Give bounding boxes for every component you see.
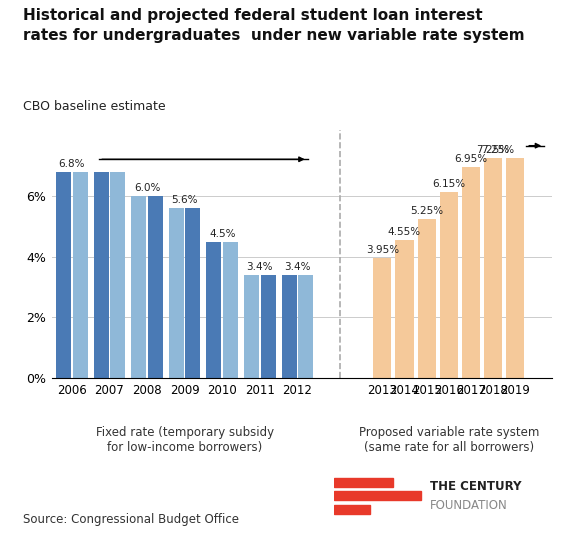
Text: 5.25%: 5.25% — [410, 206, 443, 216]
Bar — [110, 172, 125, 378]
Text: CBO baseline estimate: CBO baseline estimate — [23, 100, 166, 113]
Bar — [282, 275, 297, 378]
Bar — [334, 491, 421, 500]
Text: Fixed rate (temporary subsidy
for low-income borrowers): Fixed rate (temporary subsidy for low-in… — [95, 427, 274, 455]
Text: 3.95%: 3.95% — [366, 245, 399, 255]
Bar — [373, 258, 392, 378]
Text: THE CENTURY: THE CENTURY — [430, 480, 522, 492]
Bar — [244, 275, 259, 378]
Text: Source: Congressional Budget Office: Source: Congressional Budget Office — [23, 514, 239, 526]
Text: 4.55%: 4.55% — [388, 227, 421, 237]
Text: FOUNDATION: FOUNDATION — [430, 499, 508, 512]
Text: 7.25%: 7.25% — [481, 145, 514, 156]
Text: 3.4%: 3.4% — [247, 262, 273, 272]
Text: 6.95%: 6.95% — [454, 154, 488, 165]
Bar — [148, 196, 163, 378]
Bar — [484, 158, 502, 378]
Text: 6.8%: 6.8% — [59, 159, 85, 169]
Bar — [94, 172, 109, 378]
Bar — [206, 242, 221, 378]
Text: 6.0%: 6.0% — [134, 183, 160, 193]
Bar — [334, 478, 393, 487]
Bar — [298, 275, 313, 378]
Text: 5.6%: 5.6% — [171, 195, 198, 205]
Bar — [131, 196, 146, 378]
Text: 6.15%: 6.15% — [432, 179, 465, 188]
Bar — [169, 208, 184, 378]
Bar — [396, 240, 413, 378]
Bar — [223, 242, 238, 378]
Bar — [462, 167, 480, 378]
Bar — [185, 208, 201, 378]
Text: Proposed variable rate system
(same rate for all borrowers): Proposed variable rate system (same rate… — [359, 427, 539, 455]
Text: 7.25%: 7.25% — [477, 145, 509, 156]
Bar — [72, 172, 88, 378]
Bar — [506, 158, 524, 378]
Bar — [440, 192, 458, 378]
Bar — [334, 505, 370, 514]
Text: 4.5%: 4.5% — [209, 228, 235, 239]
Text: 3.4%: 3.4% — [284, 262, 311, 272]
Bar — [417, 219, 436, 378]
Bar — [260, 275, 275, 378]
Bar — [56, 172, 71, 378]
Text: Historical and projected federal student loan interest
rates for undergraduates : Historical and projected federal student… — [23, 8, 524, 43]
